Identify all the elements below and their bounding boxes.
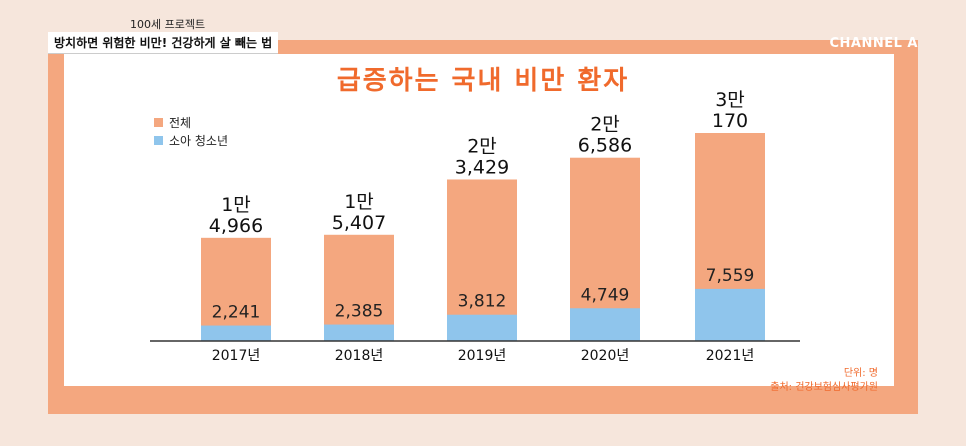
legend: 전체 소아 청소년 [154, 113, 228, 149]
label-youth-0: 2,241 [212, 303, 261, 323]
bar-total-0 [201, 237, 271, 341]
channel-logo: CHANNEL A [829, 36, 918, 51]
category-label-1: 2018년 [335, 348, 384, 364]
label-total-rest-0: 4,966 [209, 215, 263, 237]
label-youth-3: 4,749 [581, 285, 630, 305]
bar-youth-3 [570, 308, 640, 341]
label-total-rest-3: 6,586 [578, 135, 632, 157]
source-note: 출처: 건강보험심사평가원 [770, 382, 878, 393]
bar-youth-2 [447, 314, 517, 341]
legend-label-youth: 소아 청소년 [169, 133, 229, 148]
label-total-man-2: 2만 [467, 135, 497, 157]
category-label-2: 2019년 [458, 348, 507, 364]
legend-swatch-total [154, 117, 163, 127]
category-label-4: 2021년 [706, 348, 755, 364]
bar-total-2 [447, 179, 517, 341]
legend-label-total: 전체 [169, 115, 192, 130]
label-total-man-3: 2만 [590, 114, 620, 136]
headline: 방치하면 위험한 비만! 건강하게 살 빼는 법 [48, 32, 279, 54]
bar-total-1 [324, 234, 394, 341]
label-total-rest-2: 3,429 [455, 156, 509, 178]
label-total-man-1: 1만 [344, 191, 374, 213]
label-total-man-4: 3만 [715, 89, 745, 111]
bar-youth-4 [695, 288, 765, 341]
label-youth-2: 3,812 [458, 292, 507, 312]
label-total-man-0: 1만 [221, 194, 251, 216]
legend-item-total: 전체 [154, 113, 228, 131]
label-youth-1: 2,385 [335, 302, 384, 322]
category-label-3: 2020년 [581, 348, 630, 364]
bar-youth-0 [201, 325, 271, 341]
chart-title: 급증하는 국내 비만 환자 [336, 66, 630, 96]
label-total-rest-4: 170 [712, 110, 748, 132]
program-name: 100세 프로젝트 [130, 18, 206, 31]
label-youth-4: 7,559 [706, 266, 755, 286]
bar-youth-1 [324, 324, 394, 341]
category-label-0: 2017년 [212, 348, 261, 364]
unit-note: 단위: 명 [843, 368, 878, 379]
label-total-rest-1: 5,407 [332, 212, 386, 234]
legend-swatch-youth [154, 135, 163, 145]
legend-item-youth: 소아 청소년 [154, 131, 228, 149]
